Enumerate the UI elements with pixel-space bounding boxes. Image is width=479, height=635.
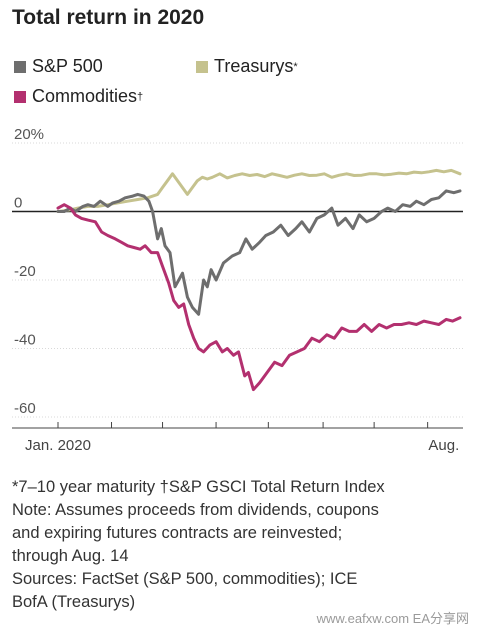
legend-swatch-sp500: [14, 60, 26, 73]
footnote-line: *7–10 year maturity †S&P GSCI Total Retu…: [12, 478, 385, 496]
y-tick-label: -60: [14, 400, 36, 417]
legend-item-commodities: Commodities †: [14, 86, 143, 107]
series-line-s-p-500: [56, 189, 462, 316]
legend-item-sp500: S&P 500: [14, 56, 103, 77]
line-chart: 20% 0 -20 -40 -60 Jan. 2020 Aug.: [12, 126, 463, 454]
legend-label-treasurys: Treasurys: [214, 56, 294, 76]
y-tick-label: 20%: [14, 126, 44, 143]
footnote-line: BofA (Treasurys): [12, 593, 136, 611]
legend-label-sp500: S&P 500: [32, 56, 103, 76]
legend-swatch-commodities: [14, 90, 26, 103]
legend-sup-commodities: †: [137, 90, 144, 103]
footnote-line: Note: Assumes proceeds from dividends, c…: [12, 501, 379, 519]
legend-swatch-treasurys: [196, 60, 208, 73]
y-tick-label: 0: [14, 195, 22, 212]
footnote-line: Sources: FactSet (S&P 500, commodities);…: [12, 570, 358, 588]
watermark-text: www.eafxw.com EA分享网: [316, 611, 469, 626]
series-line-treasurys: [56, 168, 462, 213]
legend-item-treasurys: Treasurys *: [196, 56, 298, 77]
footnotes: *7–10 year maturity †S&P GSCI Total Retu…: [12, 476, 472, 614]
x-tick-label: Jan. 2020: [25, 437, 91, 454]
y-tick-label: -40: [14, 332, 36, 349]
footnote-line: through Aug. 14: [12, 547, 129, 565]
legend-sup-treasurys: *: [293, 60, 298, 73]
chart-title: Total return in 2020: [12, 6, 205, 29]
footnote-line: and expiring futures contracts are reinv…: [12, 524, 343, 542]
legend-label-commodities: Commodities: [32, 86, 138, 106]
x-tick-label: Aug.: [428, 437, 459, 454]
y-tick-label: -20: [14, 263, 36, 280]
series-line-commodities: [56, 203, 462, 392]
